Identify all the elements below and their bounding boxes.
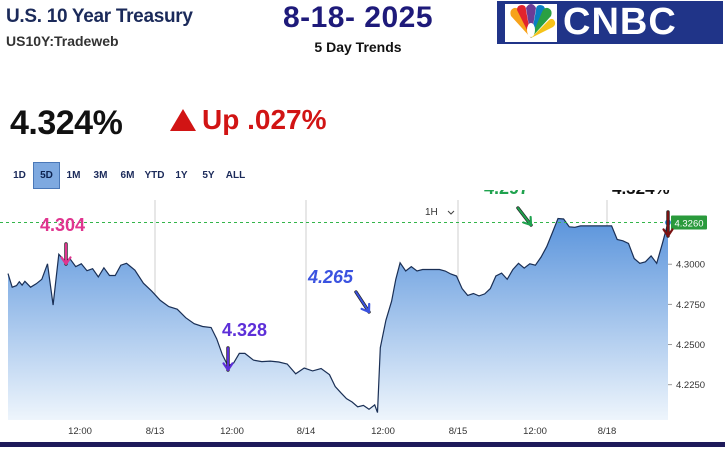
x-tick-label: 12:00 — [220, 426, 244, 437]
x-tick-label: 8/14 — [297, 426, 316, 437]
price-chart: 4.3000 4.2750 4.2500 4.2250 12:00 8/13 12:00 8… — [0, 190, 707, 437]
x-tick-label: 8/13 — [146, 426, 165, 437]
peacock-icon — [505, 3, 557, 42]
range-5y-button[interactable]: 5Y — [202, 170, 215, 181]
y-tick-label: 4.2250 — [676, 380, 705, 391]
annotation-label: 4.297 — [484, 190, 529, 198]
page-title: U.S. 10 Year Treasury — [6, 6, 193, 27]
range-5d-button[interactable]: 5D — [33, 162, 60, 189]
annotation-arrow-head — [522, 215, 533, 227]
range-1d-button[interactable]: 1D — [13, 170, 26, 181]
up-triangle-icon — [170, 109, 196, 131]
range-3m-button[interactable]: 3M — [93, 170, 108, 181]
x-tick-label: 8/18 — [598, 426, 617, 437]
annotation-arrow-shaft — [517, 207, 532, 226]
annotation-arrow-head — [60, 256, 72, 266]
range-all-button[interactable]: ALL — [225, 170, 246, 181]
annotation-arrow-head — [662, 228, 674, 238]
y-tick-label: 4.3000 — [676, 260, 705, 271]
chevron-down-icon — [447, 210, 455, 215]
cnbc-logo-text: CNBC — [563, 1, 677, 43]
annotation-label: 4.328 — [222, 320, 267, 340]
current-value-badge — [671, 215, 707, 230]
interval-selector[interactable]: 1H — [425, 207, 455, 218]
price-line — [7, 217, 669, 413]
interval-label[interactable]: 1H — [425, 207, 438, 218]
annotation-label: 4.265 — [307, 267, 354, 287]
current-value-label: 4.3260 — [674, 218, 703, 229]
annotation-arrow-head — [360, 302, 371, 314]
range-ytd-button[interactable]: YTD — [144, 170, 165, 181]
price-area — [8, 218, 668, 420]
range-selector: 1D 5D 1M 3M 6M YTD 1Y 5Y ALL — [6, 162, 249, 189]
x-tick-label: 12:00 — [371, 426, 395, 437]
x-tick-label: 12:00 — [523, 426, 547, 437]
bottom-rule — [0, 442, 725, 447]
range-1y-button[interactable]: 1Y — [175, 170, 188, 181]
annotation-arrow-head — [222, 362, 234, 372]
range-1m-button[interactable]: 1M — [66, 170, 81, 181]
y-tick-label: 4.2750 — [676, 300, 705, 311]
cnbc-logo: CNBC — [497, 1, 723, 44]
x-tick-label: 8/15 — [449, 426, 468, 437]
trend-heading: 5 Day Trends — [314, 39, 402, 55]
current-price: 4.324% — [10, 104, 123, 142]
price-change-text: Up .027% — [202, 104, 327, 135]
date-heading: 8-18- 2025 — [282, 1, 434, 34]
ticker-subtitle: US10Y:Tradeweb — [6, 33, 119, 49]
price-change: Up .027% — [170, 104, 327, 136]
range-6m-button[interactable]: 6M — [120, 170, 135, 181]
annotation-label: 4.304 — [40, 215, 85, 235]
x-tick-label: 12:00 — [68, 426, 92, 437]
annotation-arrow-shaft — [355, 291, 370, 313]
annotation-label: 4.324% — [612, 190, 670, 198]
y-tick-label: 4.2500 — [676, 340, 705, 351]
